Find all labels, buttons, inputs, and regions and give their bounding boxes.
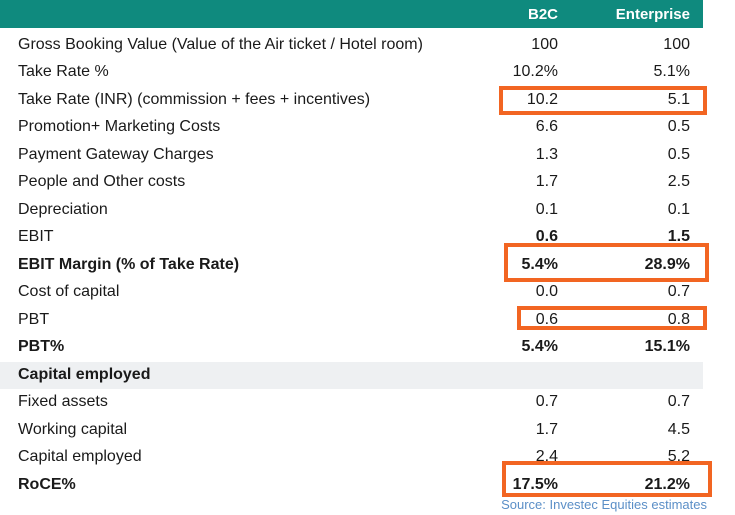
b2c-value: 10.2%	[512, 63, 558, 80]
table-row: Capital employed 2.4 5.2	[0, 444, 703, 471]
b2c-value: 0.6	[535, 311, 558, 328]
enterprise-value: 100	[663, 36, 690, 53]
source-note: Source: Investec Equities estimates	[501, 497, 707, 512]
enterprise-value: 0.7	[667, 393, 690, 410]
b2c-value: 6.6	[535, 118, 558, 135]
row-label: Promotion+ Marketing Costs	[18, 118, 221, 135]
b2c-value: 100	[531, 36, 558, 53]
enterprise-value: 5.1	[667, 91, 690, 108]
column-header-b2c: B2C	[527, 6, 558, 23]
enterprise-value: 21.2%	[644, 476, 690, 493]
enterprise-value: 0.7	[667, 283, 690, 300]
enterprise-value: 1.5	[667, 228, 690, 245]
table-row: PBT 0.6 0.8	[0, 307, 703, 334]
b2c-value: 10.2	[526, 91, 558, 108]
enterprise-value: 0.5	[667, 146, 690, 163]
section-label: Capital employed	[18, 366, 151, 383]
b2c-value: 1.7	[535, 421, 558, 438]
highlight-box-roce	[502, 461, 712, 497]
row-label: People and Other costs	[18, 173, 186, 190]
highlight-box-ebit-margin	[504, 243, 709, 282]
b2c-value: 0.0	[535, 283, 558, 300]
table-row: Take Rate (INR) (commission + fees + inc…	[0, 87, 703, 114]
table-row: Payment Gateway Charges 1.3 0.5	[0, 142, 703, 169]
enterprise-value: 5.1%	[653, 63, 690, 80]
b2c-value: 5.4%	[521, 256, 558, 273]
enterprise-value: 0.8	[667, 311, 690, 328]
table-row: EBIT 0.6 1.5	[0, 224, 703, 251]
enterprise-value: 0.5	[667, 118, 690, 135]
row-label: Fixed assets	[18, 393, 108, 410]
table-row: Promotion+ Marketing Costs 6.6 0.5	[0, 114, 703, 141]
table-header: B2C Enterprise	[0, 0, 703, 28]
table-row: Depreciation 0.1 0.1	[0, 197, 703, 224]
row-label: EBIT Margin (% of Take Rate)	[18, 256, 240, 273]
enterprise-value: 5.2	[667, 448, 690, 465]
enterprise-value: 0.1	[667, 201, 690, 218]
highlight-box-take-rate-inr	[499, 86, 707, 115]
b2c-value: 17.5%	[512, 476, 558, 493]
table-row: Cost of capital 0.0 0.7	[0, 279, 703, 306]
table-row: EBIT Margin (% of Take Rate) 5.4% 28.9%	[0, 252, 703, 279]
table-row: Fixed assets 0.7 0.7	[0, 389, 703, 416]
table-row: Take Rate % 10.2% 5.1%	[0, 59, 703, 86]
table-row: People and Other costs 1.7 2.5	[0, 169, 703, 196]
row-label: Depreciation	[18, 201, 108, 218]
b2c-value: 2.4	[535, 448, 558, 465]
table-row: Working capital 1.7 4.5	[0, 417, 703, 444]
row-label: RoCE%	[18, 476, 76, 493]
b2c-value: 5.4%	[521, 338, 558, 355]
highlight-box-pbt	[517, 306, 707, 330]
b2c-value: 0.7	[535, 393, 558, 410]
row-label: PBT	[18, 311, 50, 328]
row-label: Gross Booking Value (Value of the Air ti…	[18, 36, 423, 53]
row-label: Working capital	[18, 421, 128, 438]
row-label: Capital employed	[18, 448, 142, 465]
enterprise-value: 28.9%	[644, 256, 690, 273]
row-label: Take Rate %	[18, 63, 109, 80]
enterprise-value: 15.1%	[644, 338, 690, 355]
table-row: RoCE% 17.5% 21.2%	[0, 472, 703, 499]
b2c-value: 1.7	[535, 173, 558, 190]
b2c-value: 0.6	[535, 228, 558, 245]
enterprise-value: 2.5	[667, 173, 690, 190]
table-row: Gross Booking Value (Value of the Air ti…	[0, 32, 703, 59]
row-label: Take Rate (INR) (commission + fees + inc…	[18, 91, 371, 108]
row-label: EBIT	[18, 228, 54, 245]
row-label: Payment Gateway Charges	[18, 146, 214, 163]
enterprise-value: 4.5	[667, 421, 690, 438]
section-header-row: Capital employed	[0, 362, 703, 389]
b2c-value: 1.3	[535, 146, 558, 163]
row-label: PBT%	[18, 338, 65, 355]
table-row: PBT% 5.4% 15.1%	[0, 334, 703, 361]
row-label: Cost of capital	[18, 283, 120, 300]
column-header-enterprise: Enterprise	[615, 6, 690, 23]
b2c-value: 0.1	[535, 201, 558, 218]
